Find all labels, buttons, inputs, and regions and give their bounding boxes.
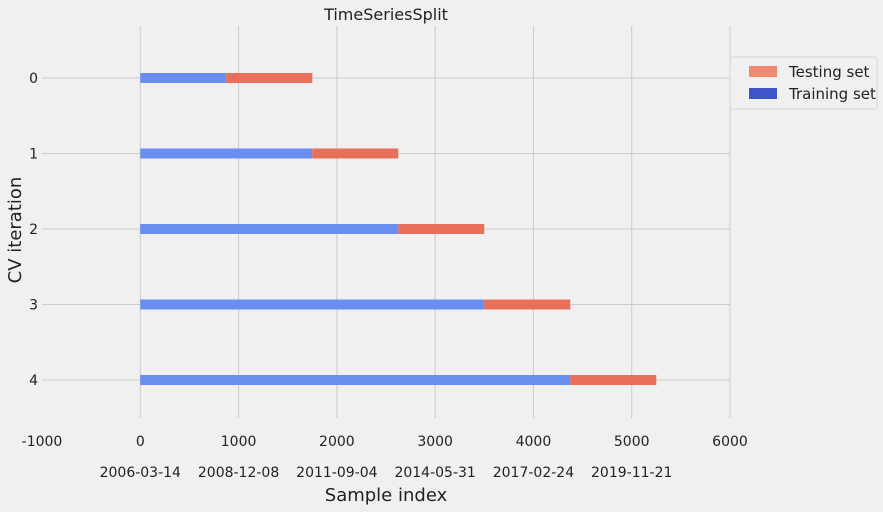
bar-training-set-2 [140, 224, 399, 234]
x-tick-labels: -1000 0 1000 2000 3000 4000 5000 6000 [22, 434, 748, 450]
bar-testing-set-1 [312, 148, 399, 159]
legend: Testing set Training set [729, 56, 878, 110]
bars [140, 73, 657, 385]
x-tick-label: 1000 [221, 434, 257, 450]
bar-training-set-3 [140, 299, 485, 310]
y-axis-label: CV iteration [5, 177, 26, 284]
bar-testing-set-3 [484, 299, 571, 310]
date-tick-label: 2017-02-24 [493, 465, 574, 481]
y-tick-label: 1 [29, 147, 38, 163]
chart-title: TimeSeriesSplit [323, 5, 448, 24]
x-tick-label: 6000 [712, 434, 748, 450]
bar-testing-set-0 [226, 73, 313, 83]
legend-swatch-training [749, 88, 777, 99]
bar-testing-set-4 [570, 375, 657, 385]
legend-label-testing: Testing set [788, 63, 870, 81]
date-tick-labels: 2006-03-14 2008-12-08 2011-09-04 2014-05-31… [100, 465, 673, 481]
x-axis-label: Sample index [325, 485, 448, 506]
x-tick-label: 3000 [417, 434, 453, 450]
y-tick-label: 2 [29, 222, 38, 238]
x-tick-label: -1000 [22, 434, 63, 450]
bar-training-set-1 [140, 148, 313, 159]
bar-training-set-0 [140, 73, 227, 83]
x-tick-label: 4000 [516, 434, 552, 450]
bar-testing-set-2 [398, 224, 485, 234]
x-tick-label: 5000 [614, 434, 650, 450]
date-tick-label: 2008-12-08 [198, 465, 279, 481]
date-tick-label: 2014-05-31 [394, 465, 475, 481]
y-tick-label: 3 [29, 298, 38, 314]
bar-training-set-4 [140, 375, 571, 385]
y-tick-label: 4 [29, 373, 38, 389]
date-tick-label: 2019-11-21 [591, 465, 672, 481]
legend-label-training: Training set [788, 85, 876, 103]
legend-swatch-testing [749, 66, 777, 77]
x-tick-label: 0 [136, 434, 145, 450]
y-tick-label: 0 [29, 71, 38, 87]
x-tick-label: 2000 [319, 434, 355, 450]
y-tick-labels: 0 1 2 3 4 [29, 71, 38, 389]
date-tick-label: 2011-09-04 [296, 465, 377, 481]
date-tick-label: 2006-03-14 [100, 465, 181, 481]
